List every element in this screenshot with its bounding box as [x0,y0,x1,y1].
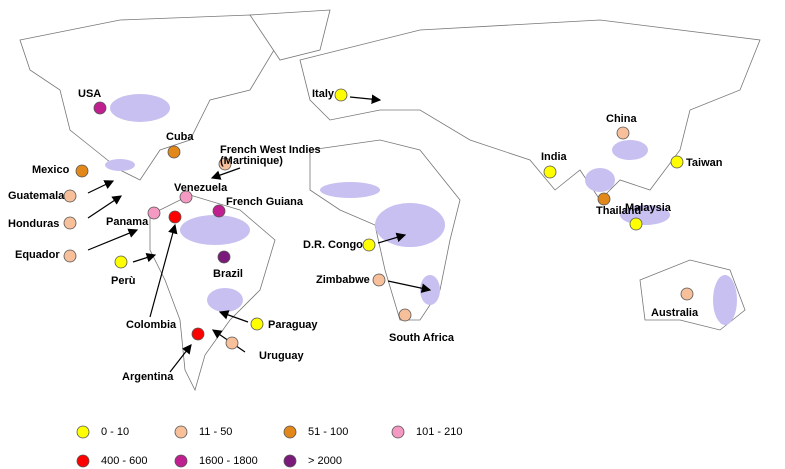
country-label: China [606,113,637,125]
legend-label: > 2000 [308,455,342,467]
country-marker [629,217,643,231]
arrow [210,167,241,180]
country-marker [680,287,694,301]
country-label: Colombia [126,319,177,331]
country-marker [179,190,193,204]
country-marker [372,273,386,287]
legend-label: 51 - 100 [308,426,348,438]
country-marker [225,336,239,350]
arrow [387,280,432,293]
country-label: Venezuela [174,182,228,194]
growing-zones [105,94,737,325]
country-marker [616,126,630,140]
legend-label: 400 - 600 [101,455,147,467]
country-label: (Martinique) [220,155,283,167]
arrow [87,180,115,194]
arrow [132,252,157,263]
arrow [87,228,139,251]
legend-swatch [76,425,90,439]
country-label: D.R. Congo [303,239,363,251]
country-label: Mexico [32,164,70,176]
country-label: Malaysia [625,202,672,214]
country-label: Australia [651,307,699,319]
country-marker [398,308,412,322]
country-label: Cuba [166,131,194,143]
country-marker [543,165,557,179]
country-label: India [541,151,568,163]
country-label: Guatemala [8,190,65,202]
country-marker [212,204,226,218]
country-marker [63,249,77,263]
country-marker [63,189,77,203]
arrow [218,310,249,323]
country-label: French Guiana [226,196,304,208]
country-label: Taiwan [686,157,723,169]
country-marker [670,155,684,169]
legend-swatch [391,425,405,439]
country-label: Honduras [8,218,59,230]
legend-label: 11 - 50 [199,426,232,438]
arrow [349,94,382,104]
country-marker [75,164,89,178]
country-label: Equador [15,249,60,261]
country-marker [597,192,611,206]
country-label: Argentina [122,371,174,383]
country-label: South Africa [389,332,455,344]
country-marker [147,206,161,220]
legend-swatch [283,454,297,468]
country-label: French West Indies [220,144,321,156]
country-marker [63,216,77,230]
country-marker [250,317,264,331]
country-marker [168,210,182,224]
country-marker [362,238,376,252]
country-marker [217,250,231,264]
arrow [149,223,178,318]
arrow [377,232,407,244]
legend-label: 0 - 10 [101,426,129,438]
country-label: Uruguay [259,350,305,362]
country-label: Thailand [596,205,641,217]
country-label: Brazil [213,268,243,280]
country-label: Perù [111,275,135,287]
arrow [87,195,122,219]
arrow [169,344,192,373]
legend-label: 1600 - 1800 [199,455,258,467]
legend-label: 101 - 210 [416,426,462,438]
country-label: Paraguay [268,319,318,331]
country-label: Zimbabwe [316,274,370,286]
country-marker [167,145,181,159]
country-label: Panama [106,216,149,228]
country-label: Italy [312,88,335,100]
country-marker [218,157,232,171]
legend-swatch [76,454,90,468]
legend-swatch [174,425,188,439]
legend-swatch [283,425,297,439]
legend-swatch [174,454,188,468]
country-marker [93,101,107,115]
country-marker [334,88,348,102]
country-label: USA [78,88,101,100]
country-marker [114,255,128,269]
country-marker [191,327,205,341]
